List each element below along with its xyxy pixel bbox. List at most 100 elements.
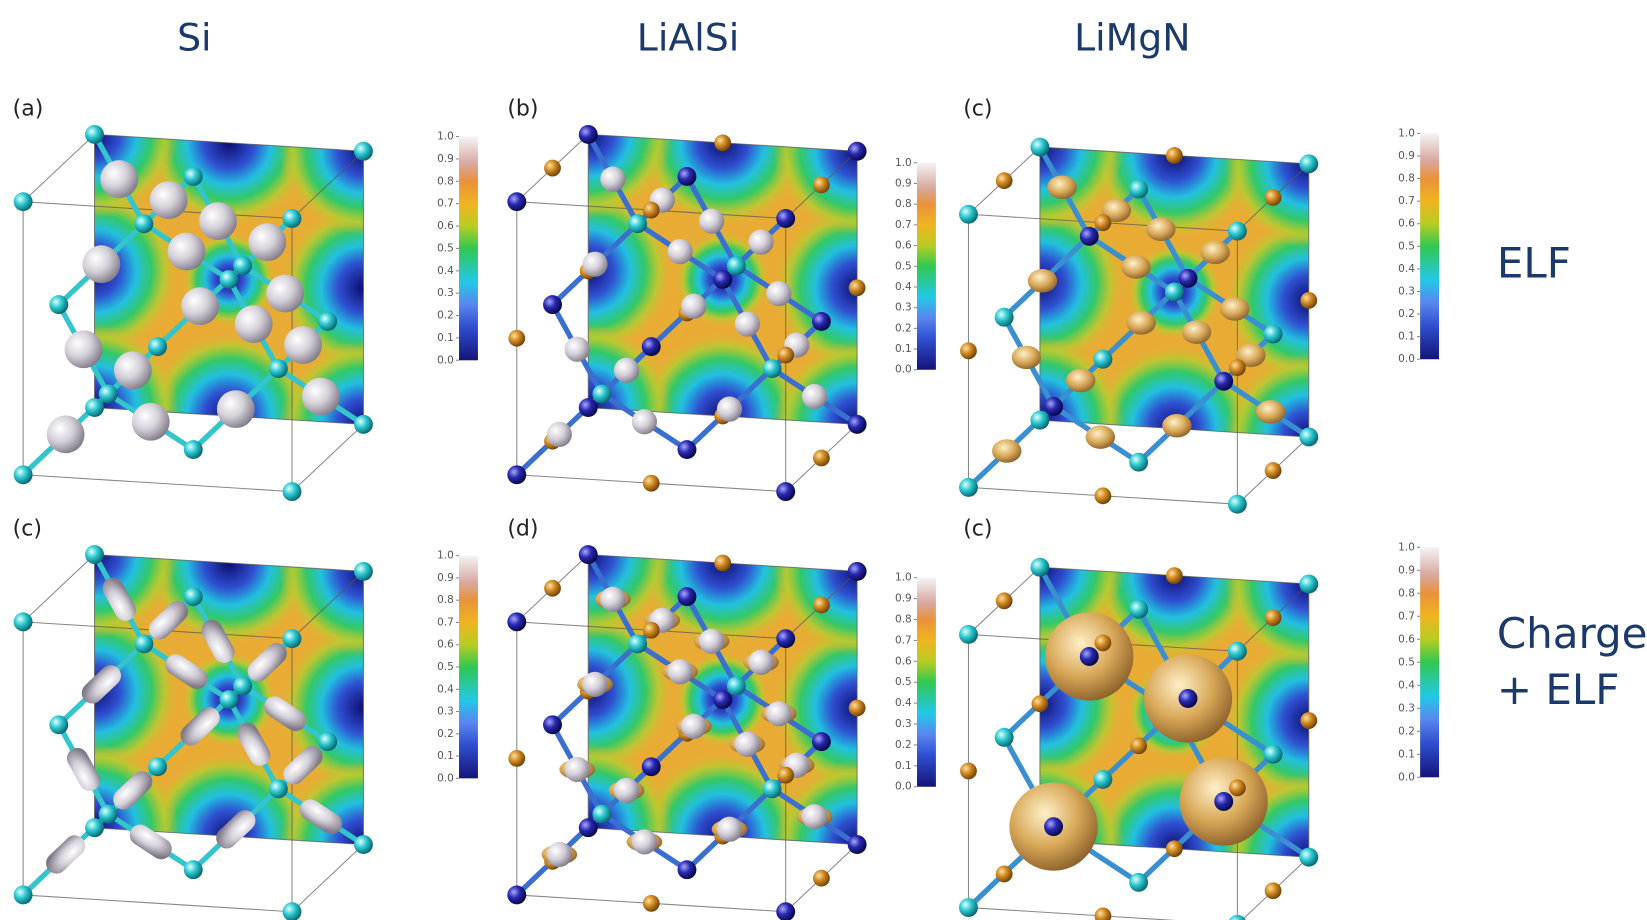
colorbar-tick-label: 0.9 — [895, 178, 912, 190]
atom — [1012, 346, 1041, 370]
atom — [776, 482, 795, 501]
atom — [1129, 453, 1148, 472]
column-title: LiMgN — [1074, 15, 1190, 59]
atom — [777, 767, 794, 784]
atom — [1229, 779, 1246, 796]
atom — [727, 256, 746, 275]
atom — [543, 715, 562, 734]
atom — [235, 305, 273, 343]
atom — [600, 166, 625, 191]
atom — [813, 597, 830, 614]
atom — [582, 672, 607, 697]
atom — [283, 629, 302, 648]
colorbar-tick-label: 0.1 — [895, 343, 912, 355]
colorbar-scale — [1420, 133, 1439, 359]
colorbar-tick-label: 0.7 — [895, 219, 912, 231]
atom — [699, 629, 724, 654]
colorbar-tick-label: 0.3 — [1398, 285, 1415, 297]
atom — [1214, 372, 1233, 391]
atom — [1130, 737, 1147, 754]
atom — [776, 209, 795, 228]
colorbar-tick-label: 0.1 — [1398, 748, 1415, 760]
atom — [220, 270, 239, 289]
atom — [1265, 882, 1282, 899]
atom — [284, 326, 322, 364]
colorbar-tick-label: 0.3 — [437, 706, 454, 718]
atom — [643, 895, 660, 912]
atom — [1121, 255, 1150, 279]
colorbar-tick-label: 0.5 — [1398, 240, 1415, 252]
atom — [269, 359, 288, 378]
atom — [579, 818, 598, 837]
colorbar-tick-label: 0.6 — [437, 220, 454, 232]
panel-label: (c) — [963, 97, 992, 122]
atom — [134, 214, 153, 233]
atom — [1264, 745, 1283, 764]
panel-label: (d) — [507, 517, 538, 542]
colorbar-tick-label: 0.9 — [437, 153, 454, 165]
atom — [643, 202, 660, 219]
atom — [614, 778, 639, 803]
colorbar-tick-label: 0.3 — [895, 718, 912, 730]
atom — [668, 239, 693, 264]
colorbar-tick-label: 0.2 — [1398, 308, 1415, 320]
atom — [1086, 425, 1115, 449]
atom — [766, 281, 791, 306]
colorbar: 0.00.10.20.30.40.50.60.70.80.91.0 — [1398, 541, 1439, 783]
atom — [777, 347, 794, 364]
atom — [848, 415, 867, 434]
atom — [507, 885, 526, 904]
atom — [678, 440, 697, 459]
atom — [181, 287, 219, 325]
atom — [507, 612, 526, 631]
colorbar-tick-label: 0.7 — [895, 634, 912, 646]
atom — [995, 308, 1014, 327]
atom — [678, 587, 697, 606]
atom — [132, 403, 170, 441]
colorbar-tick-label: 0.4 — [895, 281, 912, 293]
colorbar-tick-label: 0.6 — [895, 240, 912, 252]
atom — [812, 312, 831, 331]
atom — [748, 650, 773, 675]
row-label: Charge — [1497, 609, 1647, 658]
atom — [1229, 359, 1246, 376]
atom — [547, 842, 572, 867]
colorbar-tick-label: 0.2 — [437, 310, 454, 322]
colorbar-tick-label: 1.0 — [895, 157, 912, 169]
colorbar-scale — [1420, 547, 1439, 777]
crystal-panel — [504, 471, 941, 920]
atom — [582, 252, 607, 277]
atom — [14, 885, 33, 904]
colorbar-tick-label: 0.1 — [437, 750, 454, 762]
atom — [184, 587, 203, 606]
atom — [632, 829, 657, 854]
colorbar-tick-label: 0.9 — [437, 572, 454, 584]
atom — [1265, 609, 1282, 626]
atom — [717, 817, 742, 842]
atom — [134, 634, 153, 653]
atom — [85, 398, 104, 417]
atom — [643, 475, 660, 492]
atom — [1166, 147, 1183, 164]
atom — [114, 351, 152, 389]
atom — [354, 142, 373, 161]
atom — [49, 715, 68, 734]
crystal-panel — [956, 63, 1393, 521]
atom — [632, 409, 657, 434]
atom — [47, 415, 85, 453]
atom — [1228, 222, 1247, 241]
atom — [1265, 189, 1282, 206]
atom — [1228, 642, 1247, 661]
atom — [85, 125, 104, 144]
atom — [1127, 311, 1156, 335]
colorbar-tick-label: 0.8 — [437, 594, 454, 606]
atom — [848, 835, 867, 854]
cube-edge — [292, 424, 363, 491]
atom — [1228, 495, 1247, 514]
atom — [1146, 217, 1175, 241]
cube-edge — [292, 845, 363, 912]
atom — [318, 312, 337, 331]
atom — [150, 181, 188, 219]
crystal-panel — [11, 471, 448, 920]
atom — [848, 562, 867, 581]
